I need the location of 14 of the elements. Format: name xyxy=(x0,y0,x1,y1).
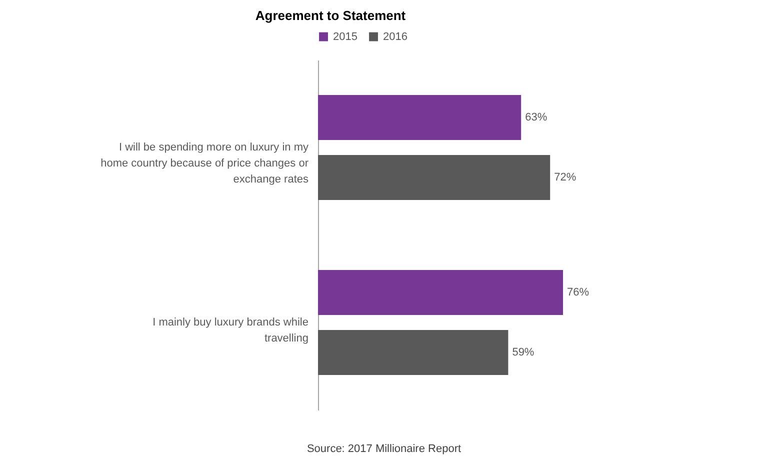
y-tick-label: I will be spending more on luxury in my home country because of price changes or exchange rates xyxy=(100,142,309,186)
data-label: 59% xyxy=(512,346,534,358)
bar xyxy=(318,330,508,375)
source-note: Source: 2017 Millionaire Report xyxy=(306,443,462,455)
bar xyxy=(318,95,522,140)
bar xyxy=(318,270,563,315)
data-label: 72% xyxy=(554,172,576,184)
bar xyxy=(318,155,550,200)
y-tick-label: I mainly buy luxury brands while travelling xyxy=(152,316,308,344)
legend-label: 2015 xyxy=(333,30,358,43)
legend-label: 2016 xyxy=(383,30,408,43)
data-label: 76% xyxy=(567,286,590,298)
chart-title: Agreement to Statement xyxy=(255,8,406,23)
data-label: 63% xyxy=(525,112,548,124)
